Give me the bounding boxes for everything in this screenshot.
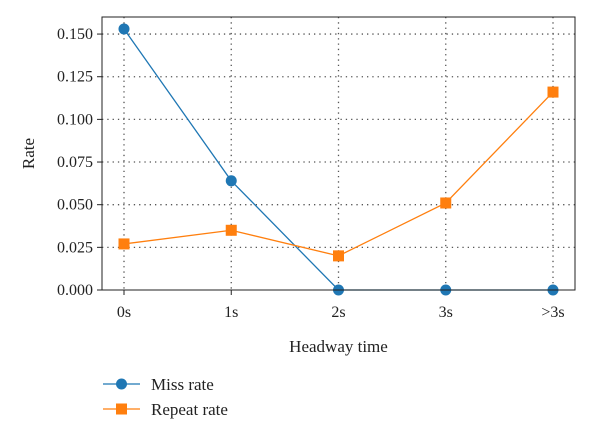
y-tick-label: 0.050 [57, 197, 93, 214]
x-axis-label: Headway time [289, 337, 388, 356]
x-tick-label: >3s [541, 304, 564, 321]
x-tick-label: 3s [439, 304, 453, 321]
legend-marker-miss-rate [116, 378, 127, 390]
legend-label-repeat-rate: Repeat rate [151, 400, 228, 419]
y-tick-label: 0.150 [57, 26, 93, 43]
data-point-repeat-rate [333, 250, 344, 262]
data-point-repeat-rate [118, 238, 130, 250]
y-axis-label: Rate [19, 138, 38, 169]
y-tick-label: 0.125 [57, 69, 93, 86]
legend-marker-repeat-rate [116, 403, 127, 415]
legend-label-miss-rate: Miss rate [151, 375, 214, 394]
x-tick-label: 1s [224, 304, 238, 321]
plot-frame [101, 16, 576, 291]
legend-item-repeat-rate: Repeat rate [103, 400, 228, 419]
y-tick-label: 0.075 [57, 154, 93, 171]
data-point-miss-rate [225, 175, 237, 187]
series-line-repeat-rate [123, 91, 554, 257]
legend-item-miss-rate: Miss rate [103, 375, 214, 394]
x-tick-label: 2s [331, 304, 345, 321]
x-tick-label: 0s [117, 304, 131, 321]
y-tick-label: 0.000 [57, 282, 93, 299]
series-layer [118, 23, 559, 296]
data-point-miss-rate [118, 23, 130, 35]
y-axis-ticks: 0.000 0.025 0.050 0.075 0.100 0.125 0.150 [57, 26, 102, 299]
data-point-repeat-rate [440, 197, 452, 209]
data-point-repeat-rate [547, 86, 559, 98]
y-tick-label: 0.100 [57, 111, 93, 128]
data-point-repeat-rate [225, 224, 237, 236]
y-tick-label: 0.025 [57, 239, 93, 256]
legend: Miss rate Repeat rate [103, 375, 228, 419]
grid [102, 17, 575, 290]
